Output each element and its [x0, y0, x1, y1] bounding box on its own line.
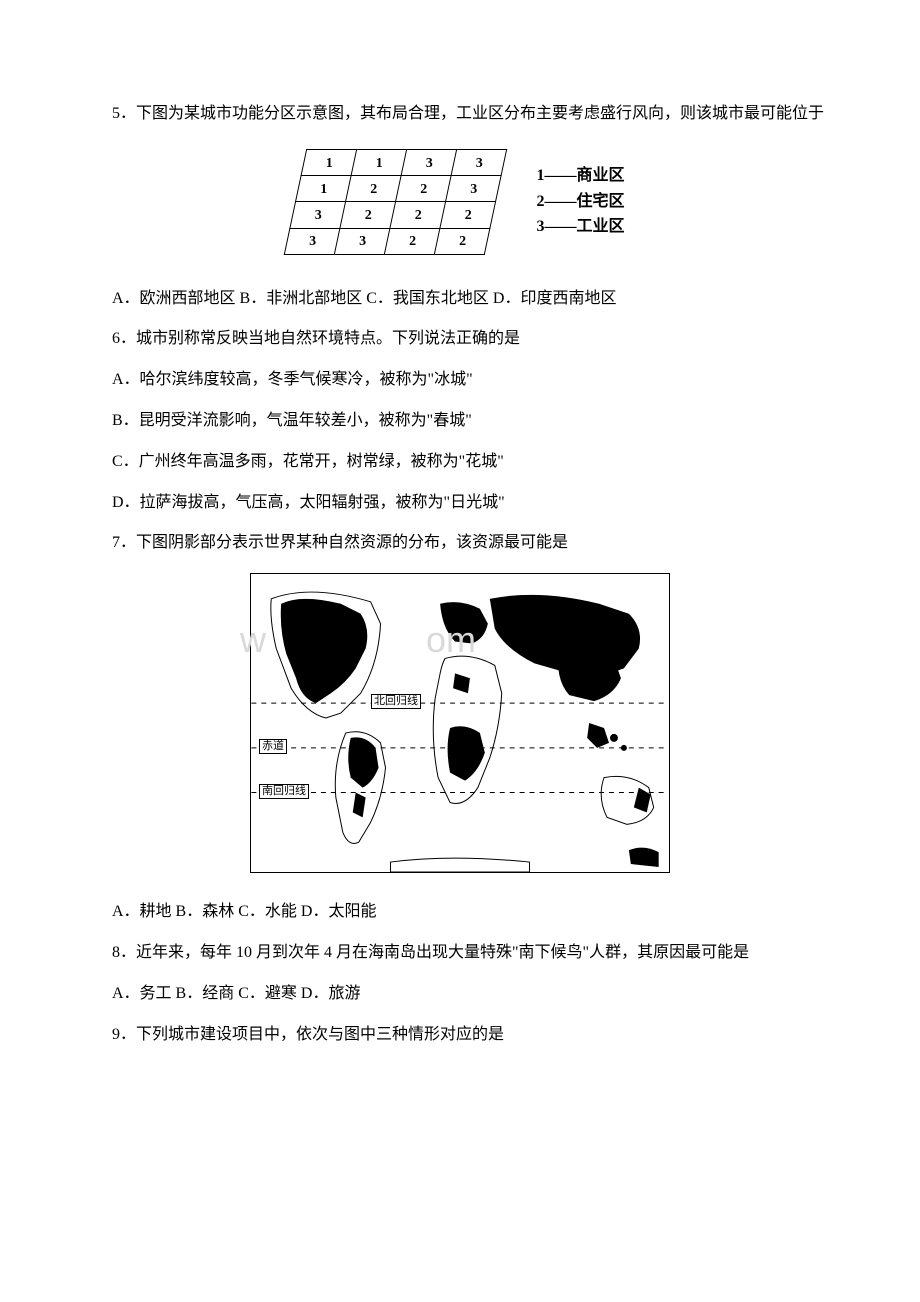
africa-shade	[448, 726, 485, 780]
grid-cell: 2	[343, 202, 393, 228]
grid-cell: 2	[393, 202, 443, 228]
legend-item: 1——商业区	[536, 163, 624, 189]
tropic-north-label: 北回归线	[371, 694, 421, 709]
question-7-text: 7．下图阴影部分表示世界某种自然资源的分布，该资源最可能是	[80, 529, 840, 558]
world-map: 北回归线 赤道 南回归线	[250, 573, 670, 873]
grid-cell: 3	[293, 202, 343, 228]
antarctica	[390, 858, 529, 872]
grid-cell: 2	[349, 175, 399, 201]
question-6-option-b: B．昆明受洋流影响，气温年较差小，被称为"春城"	[80, 407, 840, 436]
australia-shade	[634, 788, 651, 813]
zone-legend: 1——商业区 2——住宅区 3——工业区	[536, 163, 624, 240]
nz-area	[629, 848, 659, 867]
question-9-text: 9．下列城市建设项目中，依次与图中三种情形对应的是	[80, 1021, 840, 1050]
sa-shade2	[353, 793, 366, 818]
question-6-text: 6．城市别称常反映当地自然环境特点。下列说法正确的是	[80, 325, 840, 354]
se-asia	[587, 723, 609, 748]
grid-cell: 3	[449, 175, 499, 201]
map-svg	[251, 574, 669, 872]
question-6-option-a: A．哈尔滨纬度较高，冬季气候寒冷，被称为"冰城"	[80, 366, 840, 395]
grid-cell: 3	[404, 149, 454, 175]
equator-label: 赤道	[259, 739, 287, 754]
grid-cell: 3	[338, 228, 388, 254]
grid-cell: 1	[354, 149, 404, 175]
grid-cell: 1	[304, 149, 354, 175]
grid-cell: 3	[454, 149, 504, 175]
q5-diagram: 1 1 3 3 1 2 2 3 3 2 2 2 3 3 2 2	[80, 149, 840, 255]
question-8-options: A．务工 B．经商 C．避寒 D．旅游	[80, 980, 840, 1009]
sa-shade	[348, 737, 378, 787]
island1	[610, 734, 618, 742]
question-5-text: 5．下图为某城市功能分区示意图，其布局合理，工业区分布主要考虑盛行风向，则该城市…	[80, 100, 840, 129]
question-7-options: A．耕地 B．森林 C．水能 D．太阳能	[80, 898, 840, 927]
europe	[440, 602, 488, 643]
legend-item: 2——住宅区	[536, 189, 624, 215]
island2	[621, 745, 627, 751]
question-8-text: 8．近年来，每年 10 月到次年 4 月在海南岛出现大量特殊"南下候鸟"人群，其…	[80, 939, 840, 968]
world-map-container: wom	[80, 573, 840, 873]
grid-cell: 2	[388, 228, 438, 254]
question-6-option-c: C．广州终年高温多雨，花常开，树常绿，被称为"花城"	[80, 448, 840, 477]
tropic-south-label: 南回归线	[259, 784, 309, 799]
africa-shade2	[453, 673, 470, 693]
grid-cell: 1	[299, 175, 349, 201]
question-5-options: A．欧洲西部地区 B．非洲北部地区 C．我国东北地区 D．印度西南地区	[80, 285, 840, 314]
question-6-option-d: D．拉萨海拔高，气压高，太阳辐射强，被称为"日光城"	[80, 489, 840, 518]
grid-cell: 3	[288, 228, 338, 254]
zone-grid: 1 1 3 3 1 2 2 3 3 2 2 2 3 3 2 2	[295, 149, 496, 255]
grid-cell: 2	[399, 175, 449, 201]
legend-item: 3——工业区	[536, 214, 624, 240]
grid-cell: 2	[438, 228, 488, 254]
grid-cell: 2	[443, 202, 493, 228]
